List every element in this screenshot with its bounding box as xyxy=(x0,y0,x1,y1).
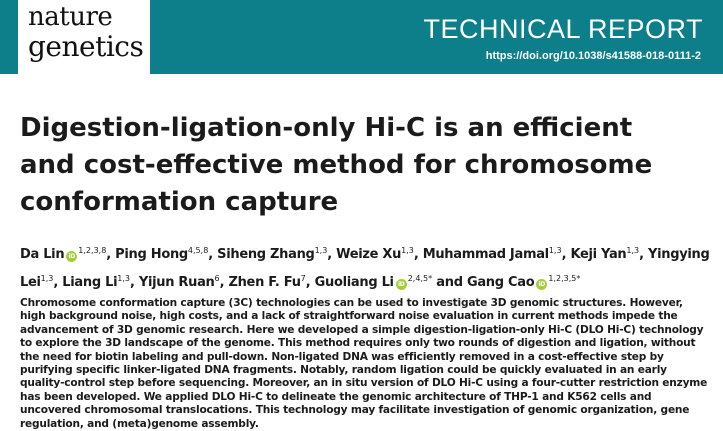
author-name: Ping Hong xyxy=(115,247,188,262)
author-name: Zhen F. Fu xyxy=(228,275,301,290)
journal-header: nature genetics TECHNICAL REPORT https:/… xyxy=(0,0,723,74)
author-affiliation: 6 xyxy=(214,274,220,283)
author-affiliation: 1,3 xyxy=(314,246,328,255)
orcid-icon[interactable]: iD xyxy=(66,251,78,262)
author[interactable]: Keji Yan1,3 xyxy=(570,246,640,262)
author-name: Muhammad Jamal xyxy=(422,247,549,262)
author-affiliation: 7 xyxy=(300,274,306,283)
author-name: Yijun Ruan xyxy=(138,275,215,290)
author[interactable]: Ping Hong4,5,8 xyxy=(115,246,209,262)
author-affiliation: 4,5,8 xyxy=(187,246,209,255)
article-title: Digestion-ligation-only Hi-C is an effic… xyxy=(20,113,653,217)
journal-logo[interactable]: nature genetics xyxy=(18,0,150,74)
author-affiliation: 1,2,3,8 xyxy=(78,246,107,255)
journal-logo-line1: nature xyxy=(28,2,113,32)
author-name: Liang Li xyxy=(62,275,118,290)
author-affiliation: 1,3 xyxy=(401,246,414,255)
abstract: Chromosome conformation capture (3C) tec… xyxy=(20,297,708,430)
author[interactable]: Yingying Lei1,3 xyxy=(20,247,710,290)
orcid-icon[interactable]: iD xyxy=(395,279,407,290)
author[interactable]: Weize Xu1,3 xyxy=(336,246,414,262)
author[interactable]: Yijun Ruan6 xyxy=(138,274,220,290)
doi-link[interactable]: https://doi.org/10.1038/s41588-018-0111-… xyxy=(485,50,701,62)
author-name: Weize Xu xyxy=(336,247,402,262)
author-name: Gang Cao xyxy=(466,275,535,290)
author-affiliation: 1,3 xyxy=(117,274,130,283)
author[interactable]: Gang Cao iD1,2,3,5* xyxy=(466,274,581,290)
author[interactable]: Liang Li1,3 xyxy=(62,274,130,290)
journal-logo-line2: genetics xyxy=(28,30,144,63)
author-name: Keji Yan xyxy=(570,247,627,262)
author[interactable]: Siheng Zhang1,3 xyxy=(217,246,328,262)
orcid-icon[interactable]: iD xyxy=(536,279,548,290)
author-affiliation: 1,3 xyxy=(626,246,640,255)
author[interactable]: Muhammad Jamal1,3 xyxy=(422,246,562,262)
author-affiliation: 1,3 xyxy=(40,274,54,283)
author-list: Da Lin iD1,2,3,8, Ping Hong4,5,8, Siheng … xyxy=(20,246,710,290)
author-name: Yingying Lei xyxy=(20,247,710,290)
author-name: Guoliang Li xyxy=(314,275,394,290)
author-name: Da Lin xyxy=(20,247,65,262)
author-affiliation: 1,3 xyxy=(548,246,562,255)
author[interactable]: Guoliang Li iD2,4,5* xyxy=(314,274,433,290)
author-affiliation: 2,4,5* xyxy=(407,274,433,283)
article-type-label: TECHNICAL REPORT xyxy=(423,14,703,44)
author[interactable]: Zhen F. Fu7 xyxy=(228,274,306,290)
author[interactable]: Da Lin iD1,2,3,8 xyxy=(20,246,107,262)
author-name: Siheng Zhang xyxy=(217,247,315,262)
author-affiliation: 1,2,3,5* xyxy=(548,274,581,283)
